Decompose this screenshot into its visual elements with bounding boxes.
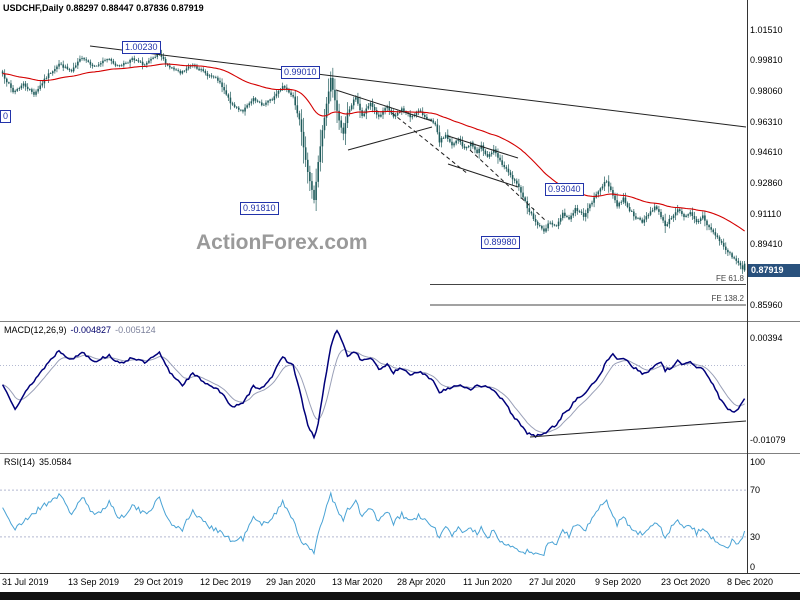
- rsi-line: [2, 491, 746, 557]
- watermark: ActionForex.com: [196, 231, 368, 254]
- candlestick-series: [1, 49, 746, 274]
- trendline[interactable]: [335, 89, 433, 122]
- moving-average-line: [2, 63, 745, 232]
- macd-main-line: [1, 329, 746, 440]
- bottom-bar: [0, 592, 800, 600]
- trendline[interactable]: [469, 149, 546, 221]
- trendline[interactable]: [89, 45, 747, 128]
- trendline[interactable]: [447, 135, 519, 159]
- trendline[interactable]: [391, 112, 469, 175]
- macd-trendline[interactable]: [529, 420, 747, 438]
- trendline[interactable]: [347, 126, 433, 151]
- trendline[interactable]: [447, 163, 519, 188]
